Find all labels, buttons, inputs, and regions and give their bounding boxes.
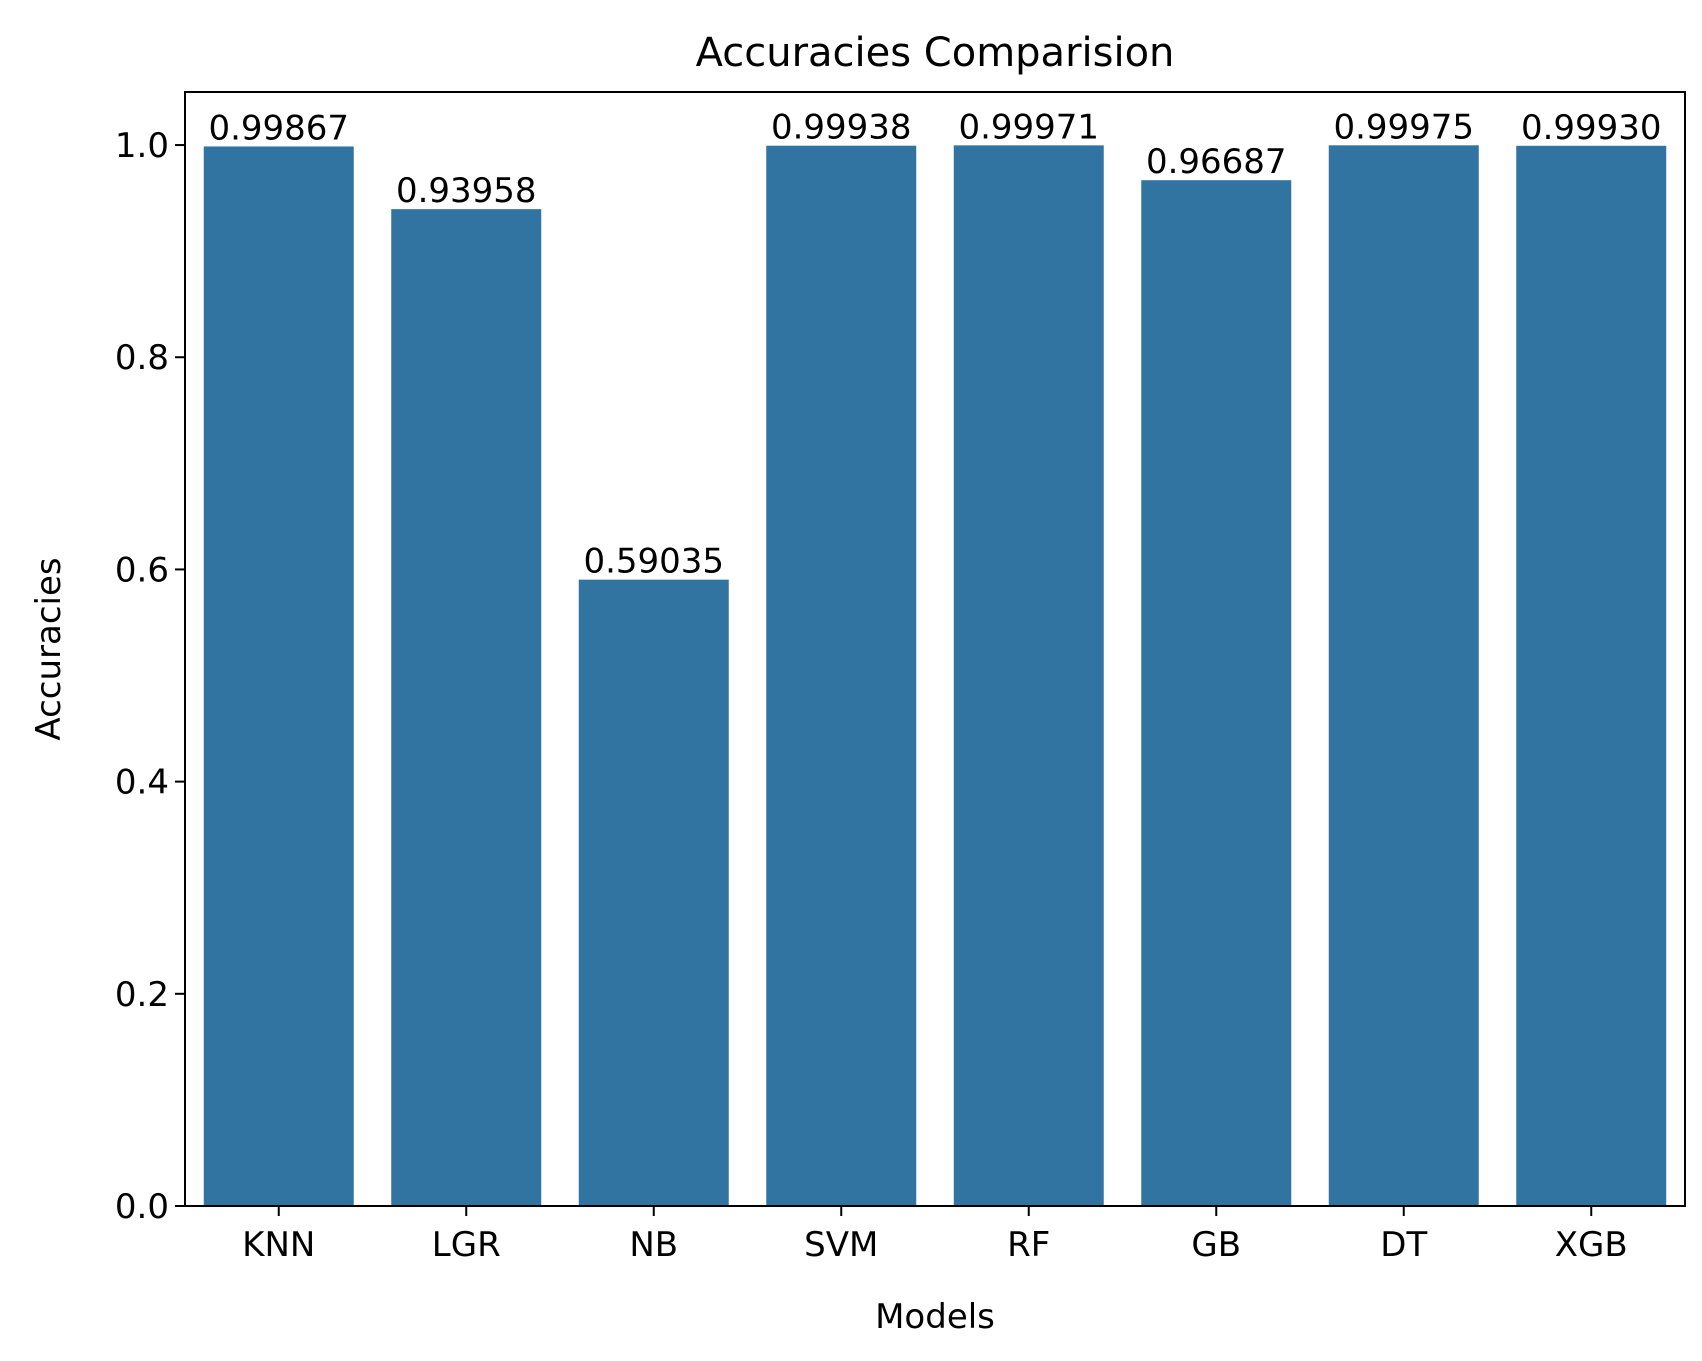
bar-knn	[203, 146, 354, 1206]
value-label-gb: 0.96687	[1146, 142, 1287, 182]
x-axis: KNN LGR NB SVM RF GB DT XGB	[242, 1206, 1628, 1265]
y-tick-label: 0.6	[115, 550, 169, 590]
bar-dt	[1328, 145, 1479, 1206]
bar-lgr	[391, 209, 542, 1206]
bar-xgb	[1516, 145, 1667, 1206]
value-label-xgb: 0.99930	[1521, 108, 1662, 148]
y-axis-label: Accuracies	[29, 557, 69, 740]
value-label-nb: 0.59035	[583, 542, 724, 582]
value-label-lgr: 0.93958	[396, 171, 537, 211]
value-label-svm: 0.99938	[771, 108, 912, 148]
value-label-knn: 0.99867	[208, 108, 349, 148]
y-tick-label: 0.8	[115, 338, 169, 378]
x-axis-label: Models	[875, 1297, 995, 1337]
x-tick-label-knn: KNN	[242, 1225, 315, 1265]
y-tick-label: 1.0	[115, 126, 169, 166]
bars-group	[203, 145, 1667, 1206]
plot-area-frame	[184, 91, 1686, 1207]
x-tick-label-gb: GB	[1191, 1225, 1241, 1265]
x-tick-label-svm: SVM	[804, 1225, 878, 1265]
y-axis: 0.0 0.2 0.4 0.6 0.8 1.0	[115, 126, 185, 1227]
value-label-rf: 0.99971	[958, 107, 1099, 147]
bar-nb	[578, 579, 729, 1206]
bar-gb	[1141, 180, 1292, 1206]
x-tick-label-lgr: LGR	[432, 1225, 501, 1265]
chart-title: Accuracies Comparision	[696, 30, 1175, 76]
y-tick-label: 0.4	[115, 763, 169, 803]
bar-svm	[766, 145, 917, 1206]
y-tick-label: 0.2	[115, 975, 169, 1015]
value-label-dt: 0.99975	[1333, 107, 1474, 147]
y-tick-label: 0.0	[115, 1187, 169, 1227]
x-tick-label-xgb: XGB	[1555, 1225, 1628, 1265]
x-tick-label-nb: NB	[629, 1225, 678, 1265]
value-labels-group: 0.99867 0.93958 0.59035 0.99938 0.99971 0.966…	[208, 107, 1661, 581]
x-tick-label-dt: DT	[1380, 1225, 1427, 1265]
bar-rf	[953, 145, 1104, 1206]
x-tick-label-rf: RF	[1007, 1225, 1050, 1265]
